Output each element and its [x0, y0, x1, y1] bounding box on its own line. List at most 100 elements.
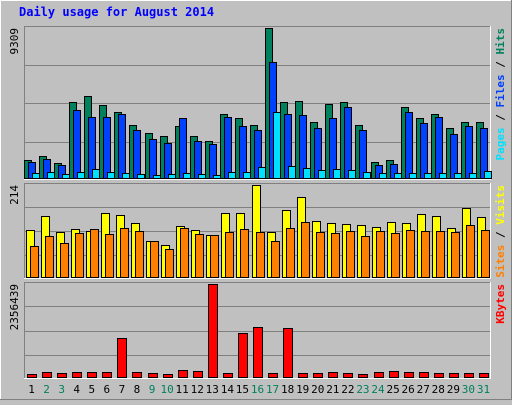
- x-tick-label: 8: [134, 383, 141, 396]
- bar-sites-day-11: [180, 228, 189, 278]
- bar-files-day-29: [450, 134, 458, 179]
- bar-kbytes-day-28: [434, 373, 444, 378]
- bar-files-day-30: [465, 126, 473, 179]
- bar-files-day-28: [435, 117, 443, 179]
- bar-pages-day-8: [137, 174, 145, 179]
- bar-kbytes-day-30: [464, 373, 474, 378]
- bar-pages-day-18: [288, 166, 296, 179]
- panel-max-label: 9309: [8, 28, 21, 55]
- bar-pages-day-29: [454, 173, 462, 179]
- x-tick-label: 18: [281, 383, 294, 396]
- bar-pages-day-10: [168, 174, 176, 179]
- bar-sites-day-19: [301, 222, 310, 278]
- x-tick-label: 15: [236, 383, 249, 396]
- bar-files-day-11: [179, 118, 187, 179]
- bar-kbytes-day-21: [328, 372, 338, 378]
- bar-kbytes-day-31: [479, 373, 489, 378]
- bar-kbytes-day-27: [419, 372, 429, 378]
- bar-sites-day-16: [256, 232, 265, 278]
- bar-sites-day-1: [30, 246, 39, 278]
- bar-pages-day-9: [153, 175, 161, 179]
- bar-sites-day-20: [316, 232, 325, 278]
- bar-files-day-14: [224, 117, 232, 179]
- bar-pages-day-11: [183, 173, 191, 179]
- bar-kbytes-day-11: [178, 370, 188, 378]
- bar-sites-day-25: [391, 233, 400, 278]
- bar-kbytes-day-2: [42, 372, 52, 378]
- bar-sites-day-22: [346, 231, 355, 278]
- bar-kbytes-day-4: [72, 372, 82, 378]
- bar-pages-day-19: [303, 168, 311, 179]
- bar-kbytes-day-25: [389, 371, 399, 378]
- bar-sites-day-30: [466, 225, 475, 278]
- bar-pages-day-23: [363, 172, 371, 179]
- bar-sites-day-15: [240, 229, 249, 278]
- x-tick-label: 13: [206, 383, 219, 396]
- bar-kbytes-day-23: [358, 374, 368, 378]
- bar-files-day-12: [194, 141, 202, 179]
- bar-sites-day-8: [135, 231, 144, 278]
- bar-pages-day-25: [394, 173, 402, 179]
- x-tick-label: 28: [432, 383, 445, 396]
- bar-pages-day-5: [92, 169, 100, 179]
- bar-kbytes-day-10: [163, 374, 173, 378]
- bar-sites-day-23: [361, 236, 370, 278]
- bar-pages-day-27: [424, 173, 432, 179]
- bar-sites-day-14: [225, 232, 234, 278]
- bar-kbytes-day-5: [87, 372, 97, 378]
- bar-sites-day-24: [376, 231, 385, 278]
- bar-kbytes-day-8: [132, 372, 142, 378]
- x-tick-label: 25: [386, 383, 399, 396]
- legend-entry-files: Files: [494, 74, 507, 107]
- bar-sites-day-5: [90, 229, 99, 278]
- x-axis-labels: 1 2 3 4 5 6 7 8 9 10 11 12 13 14 15 16 17 18 19 20 21 22 23 24 2…: [28, 383, 490, 396]
- bar-pages-day-4: [77, 172, 85, 179]
- x-tick-label: 11: [176, 383, 189, 396]
- bar-files-day-26: [405, 112, 413, 179]
- bar-kbytes-day-19: [298, 373, 308, 378]
- bar-sites-day-18: [286, 228, 295, 278]
- bar-pages-day-15: [243, 172, 251, 179]
- bar-pages-day-12: [198, 174, 206, 179]
- x-tick-label: 21: [326, 383, 339, 396]
- x-tick-label: 16: [251, 383, 264, 396]
- x-tick-label: 30: [462, 383, 475, 396]
- x-tick-label: 26: [402, 383, 415, 396]
- bar-sites-day-13: [210, 235, 219, 278]
- bar-sites-day-2: [45, 236, 54, 278]
- bar-files-day-4: [73, 110, 81, 179]
- bar-pages-day-24: [379, 173, 387, 179]
- panel-legend-label: Pages / Files / Hits: [494, 28, 507, 161]
- bar-sites-day-29: [451, 232, 460, 278]
- bar-kbytes-day-3: [57, 373, 67, 378]
- x-tick-label: 29: [447, 383, 460, 396]
- bar-kbytes-day-16: [253, 327, 263, 378]
- x-tick-label: 1: [28, 383, 35, 396]
- bar-kbytes-day-18: [283, 328, 293, 378]
- bar-sites-day-17: [271, 241, 280, 278]
- chart-title: Daily usage for August 2014: [19, 5, 214, 19]
- bar-kbytes-day-14: [223, 373, 233, 378]
- bar-pages-day-31: [484, 171, 492, 179]
- bar-pages-day-3: [62, 174, 70, 179]
- x-tick-label: 3: [58, 383, 65, 396]
- legend-entry-pages: Pages: [494, 127, 507, 160]
- bar-files-day-23: [359, 130, 367, 179]
- x-tick-label: 27: [417, 383, 430, 396]
- x-tick-label: 7: [119, 383, 126, 396]
- panel-kbytes: 2356439 KBytes: [8, 282, 507, 379]
- x-tick-label: 12: [191, 383, 204, 396]
- bar-pages-day-30: [469, 173, 477, 179]
- bar-files-day-22: [344, 107, 352, 179]
- panel-legend-label: KBytes: [494, 284, 507, 324]
- bar-pages-day-22: [348, 170, 356, 179]
- legend-entry-sites: Sites: [494, 245, 507, 278]
- bar-kbytes-day-22: [343, 373, 353, 378]
- bar-kbytes-day-26: [404, 372, 414, 378]
- bar-sites-day-10: [165, 249, 174, 278]
- bar-files-day-9: [149, 139, 157, 179]
- bar-files-day-13: [209, 144, 217, 179]
- legend-separator: /: [494, 225, 507, 245]
- bar-files-day-10: [164, 143, 172, 179]
